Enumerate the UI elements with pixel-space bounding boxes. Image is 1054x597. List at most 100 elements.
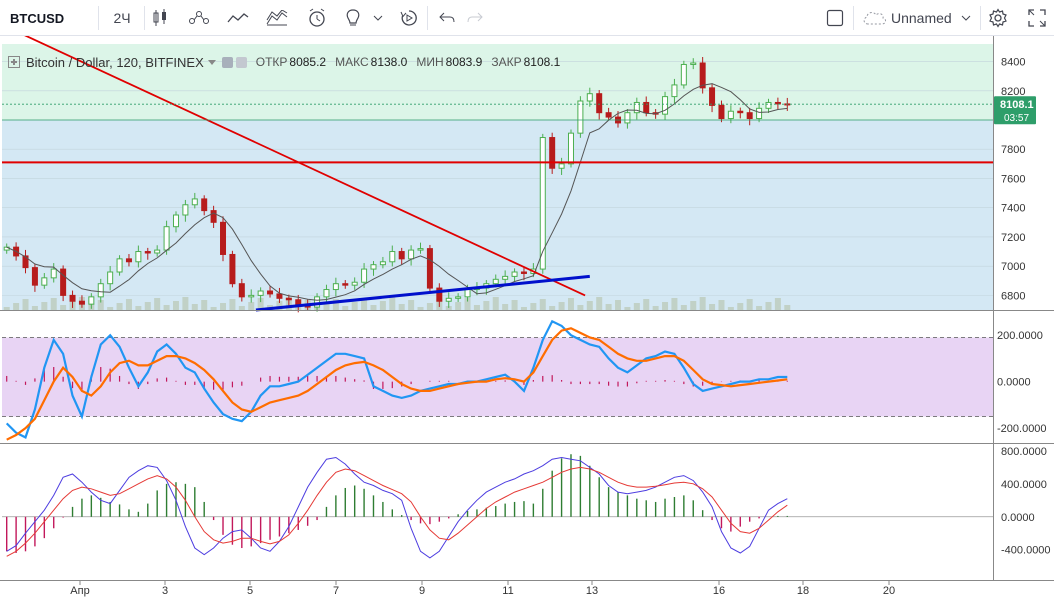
- price-axis-tick: 7600: [1001, 173, 1025, 185]
- indicators-icon[interactable]: [186, 0, 212, 36]
- bar-countdown-label: 03:57: [1004, 113, 1029, 124]
- candle-body: [577, 100, 584, 134]
- alert-clock-icon[interactable]: [304, 0, 330, 36]
- last-price-label: 8108.1: [1000, 99, 1034, 111]
- candle-body: [210, 210, 217, 223]
- volume-bar: [31, 306, 38, 310]
- settings-gear-icon[interactable]: [985, 0, 1011, 36]
- candle-body: [408, 249, 415, 260]
- price-axis-tick: 8400: [1001, 57, 1025, 69]
- volume-bar: [577, 305, 584, 310]
- volume-bar: [615, 300, 622, 310]
- momentum-axis-tick: -400.0000: [1001, 545, 1051, 557]
- fullscreen-square-icon[interactable]: [822, 0, 848, 36]
- candle-body: [50, 268, 57, 279]
- candle-body: [511, 271, 518, 277]
- volume-bar: [784, 305, 791, 310]
- toolbar-divider: [980, 6, 981, 30]
- volume-bar: [22, 299, 29, 310]
- candle-body: [342, 283, 349, 286]
- candle-body: [492, 278, 499, 285]
- chevron-down-icon[interactable]: [370, 0, 386, 36]
- volume-bar: [201, 300, 208, 310]
- toolbar-divider: [98, 6, 99, 30]
- volume-bar: [596, 297, 603, 310]
- candle-body: [520, 271, 527, 274]
- candle-body: [229, 253, 236, 285]
- toolbar-divider: [853, 6, 854, 30]
- candle-body: [624, 112, 631, 124]
- volume-bar: [737, 303, 744, 310]
- candle-body: [22, 255, 29, 269]
- compare-icon[interactable]: [225, 0, 251, 36]
- expand-icon[interactable]: [1024, 0, 1050, 36]
- volume-bar: [210, 307, 217, 310]
- volume-bar: [605, 304, 612, 310]
- chevron-down-icon[interactable]: [207, 59, 216, 65]
- candle-body: [727, 110, 734, 120]
- candle-body: [633, 101, 640, 114]
- candle-body: [88, 296, 95, 305]
- candle-body: [709, 87, 716, 106]
- moving-average-line: [6, 83, 788, 301]
- volume-bar: [746, 299, 753, 310]
- toolbar-divider: [144, 6, 145, 30]
- symbol-search-button[interactable]: BTCUSD: [10, 10, 65, 26]
- candle-body: [314, 296, 321, 308]
- candles-style-icon[interactable]: [148, 0, 172, 36]
- volume-bar: [398, 304, 405, 310]
- volume-bar: [483, 301, 490, 310]
- candle-body: [267, 290, 274, 295]
- series-settings-icon[interactable]: [235, 56, 247, 68]
- candle-body: [379, 261, 386, 266]
- volume-bar: [3, 307, 10, 310]
- volume-bar: [220, 303, 227, 310]
- candle-body: [671, 84, 678, 98]
- templates-icon[interactable]: [264, 0, 290, 36]
- volume-bar: [539, 299, 546, 310]
- legend-open-label: ОТКР: [255, 55, 288, 69]
- volume-bar: [342, 306, 349, 310]
- volume-bar: [13, 303, 20, 310]
- volume-bar: [408, 300, 415, 310]
- last-price-tag: [994, 96, 1036, 125]
- volume-bar: [558, 302, 565, 310]
- candle-body: [135, 251, 142, 263]
- momentum-slow-line: [6, 466, 788, 557]
- volume-bar: [248, 302, 255, 310]
- volume-bar: [586, 301, 593, 310]
- redo-icon[interactable]: [464, 0, 486, 36]
- candle-body: [426, 248, 433, 289]
- upper-zone-bg: [2, 44, 993, 120]
- ideas-bulb-icon[interactable]: [340, 0, 366, 36]
- volume-bar: [643, 299, 650, 310]
- volume-bar: [774, 298, 781, 310]
- candle-body: [567, 132, 574, 165]
- candle-body: [445, 297, 452, 302]
- volume-bar: [41, 302, 48, 310]
- volume-bar: [492, 297, 499, 310]
- chevron-down-icon[interactable]: [958, 0, 974, 36]
- price-axis-tick: 8200: [1001, 86, 1025, 98]
- candle-body: [220, 221, 227, 255]
- candle-body: [154, 249, 161, 254]
- volume-bar: [97, 300, 104, 310]
- visibility-eye-icon[interactable]: [221, 56, 233, 68]
- toolbar-divider: [427, 6, 428, 30]
- replay-icon[interactable]: [396, 0, 422, 36]
- layout-name-button[interactable]: Unnamed: [891, 10, 952, 26]
- momentum-axis-tick: 0.0000: [1001, 512, 1035, 524]
- interval-button[interactable]: 2Ч: [113, 10, 131, 26]
- candle-body: [351, 281, 358, 286]
- volume-bar: [417, 307, 424, 310]
- candle-body: [539, 137, 546, 270]
- candle-body: [690, 62, 697, 65]
- stoch-axis-tick: 200.0000: [997, 330, 1043, 342]
- legend-low-value: 8083.9: [445, 55, 483, 69]
- volume-bar: [370, 305, 377, 310]
- candle-body: [60, 268, 67, 296]
- price-chart[interactable]: 6800700072007400760078008000820084008108…: [0, 36, 1054, 597]
- price-axis-tick: 7000: [1001, 261, 1025, 273]
- collapse-toggle-icon[interactable]: [8, 56, 20, 68]
- undo-icon[interactable]: [436, 0, 458, 36]
